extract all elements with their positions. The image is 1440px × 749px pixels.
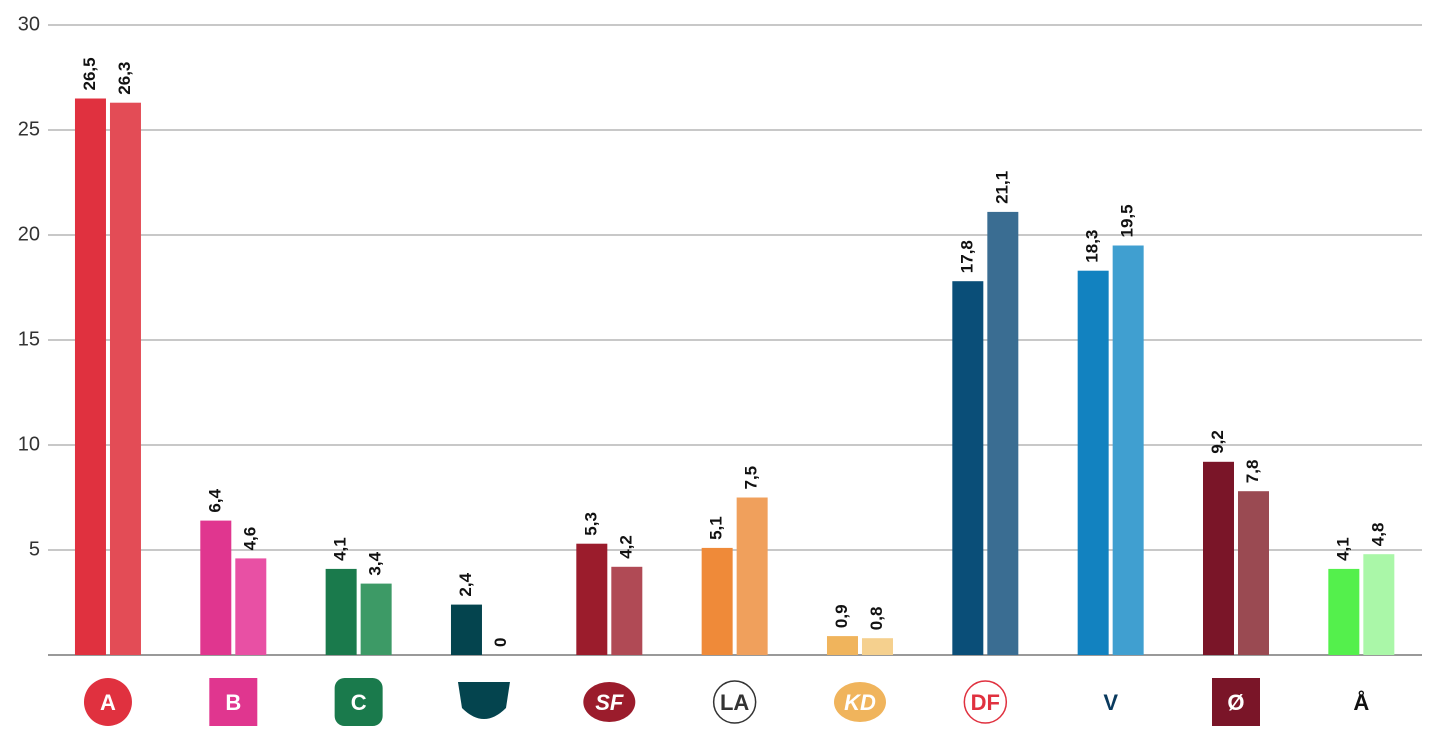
logo-bg <box>209 678 258 726</box>
party-logo: SF <box>583 682 636 722</box>
logo-bg <box>712 680 757 724</box>
value-label: 4,8 <box>1368 523 1387 547</box>
value-label: 5,3 <box>581 512 600 536</box>
logo-bg <box>833 682 886 722</box>
value-label: 3,4 <box>366 551 385 575</box>
value-label: 17,8 <box>957 240 976 273</box>
bar <box>611 566 643 655</box>
party-logo <box>457 682 510 719</box>
bar <box>826 636 858 655</box>
y-tick-label: 25 <box>18 118 40 140</box>
y-tick-label: 10 <box>18 433 40 455</box>
bar <box>450 604 482 655</box>
bar <box>952 281 984 655</box>
bar <box>576 543 608 655</box>
x-tick-label: KD <box>844 690 876 715</box>
bar <box>736 497 768 655</box>
value-label: 9,2 <box>1208 430 1227 454</box>
bar <box>987 211 1019 655</box>
value-label: 7,8 <box>1243 460 1262 484</box>
bar <box>325 568 357 655</box>
logo-bg <box>963 680 1008 724</box>
value-label: 5,1 <box>707 516 726 540</box>
logo-bg <box>583 682 636 722</box>
x-tick-label: Å <box>1353 689 1369 715</box>
party-logo: KD <box>833 682 886 722</box>
party-logo: Å <box>1353 689 1369 715</box>
x-tick-label: A <box>100 690 116 715</box>
party-logo: B <box>209 678 258 726</box>
logo-bg <box>1211 678 1260 726</box>
value-label: 19,5 <box>1118 204 1137 237</box>
logo-bg <box>83 678 132 726</box>
logo-bg <box>457 682 510 719</box>
value-label: 4,1 <box>1333 537 1352 561</box>
party-logo: C <box>334 678 383 726</box>
bar <box>701 547 733 655</box>
value-label: 2,4 <box>456 572 475 596</box>
bar <box>1202 461 1234 655</box>
value-label: 0,8 <box>867 607 886 631</box>
x-tick-label: V <box>1103 690 1118 715</box>
bar <box>1237 491 1269 655</box>
party-logo: Ø <box>1211 678 1260 726</box>
bar <box>200 520 232 655</box>
party-logo: DF <box>963 680 1008 724</box>
bar <box>74 98 106 655</box>
value-label: 4,6 <box>240 527 259 551</box>
value-label: 4,2 <box>616 535 635 559</box>
x-tick-label: SF <box>595 690 624 715</box>
bar <box>1363 554 1395 655</box>
y-tick-label: 5 <box>29 538 40 560</box>
x-tick-label: B <box>225 690 241 715</box>
bar <box>235 558 267 655</box>
bar <box>1112 245 1144 655</box>
y-tick-label: 20 <box>18 223 40 245</box>
logo-bg <box>334 678 383 726</box>
bar <box>109 102 141 655</box>
y-tick-label: 30 <box>18 13 40 35</box>
value-label: 0 <box>491 638 510 647</box>
bar <box>861 638 893 655</box>
bar <box>1328 568 1360 655</box>
x-tick-label: Ø <box>1227 690 1244 715</box>
x-tick-label: C <box>351 690 367 715</box>
value-label: 6,4 <box>205 488 224 512</box>
value-label: 0,9 <box>832 604 851 628</box>
value-label: 18,3 <box>1083 230 1102 263</box>
value-label: 4,1 <box>331 537 350 561</box>
bar <box>360 583 392 655</box>
x-tick-label: LA <box>720 690 749 715</box>
value-label: 26,5 <box>80 57 99 90</box>
party-logo: A <box>83 678 132 726</box>
party-logo: V <box>1103 690 1118 715</box>
party-logo: LA <box>712 680 757 724</box>
value-label: 26,3 <box>115 62 134 95</box>
value-label: 21,1 <box>992 171 1011 204</box>
bar <box>1077 270 1109 655</box>
x-tick-label: DF <box>971 690 1000 715</box>
value-label: 7,5 <box>742 466 761 490</box>
y-tick-label: 15 <box>18 328 40 350</box>
